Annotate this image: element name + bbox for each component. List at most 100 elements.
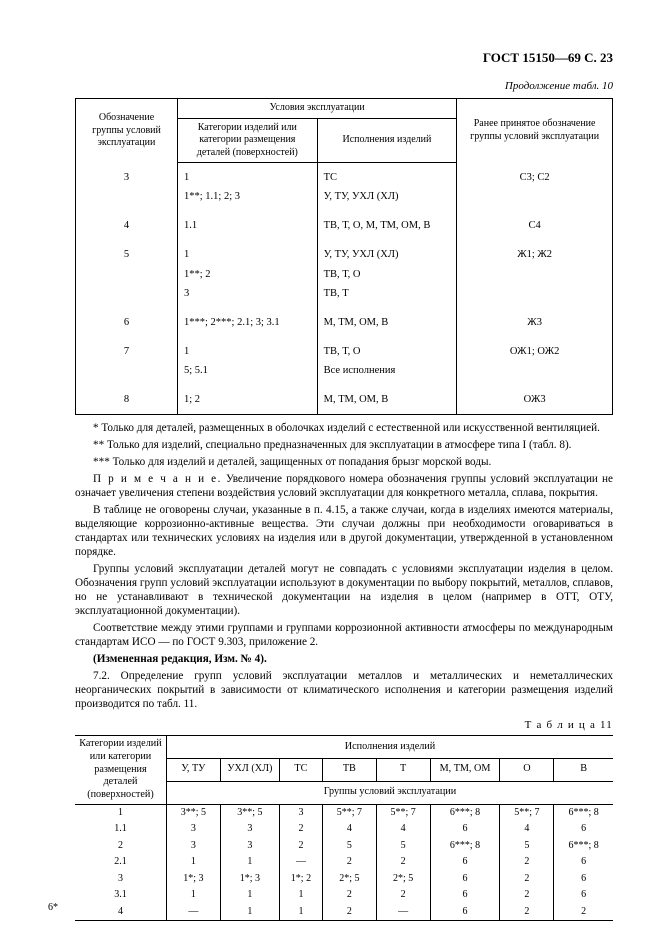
table-cell: 6 (430, 854, 500, 871)
page-header: ГОСТ 15150—69 С. 23 (75, 50, 613, 66)
t11-col-head: УХЛ (ХЛ) (220, 758, 279, 781)
table-cell: 4 (75, 904, 166, 921)
table-cell (457, 187, 613, 211)
table-cell (76, 361, 178, 385)
table-cell: 1 (75, 804, 166, 821)
table-cell: У, ТУ, УХЛ (ХЛ) (317, 240, 457, 264)
table-cell: 2 (500, 871, 554, 888)
table-cell: 3 (220, 821, 279, 838)
t11-h-left: Категории изделий или категории размещен… (75, 736, 166, 805)
table-cell: 2 (322, 904, 376, 921)
table-cell: 1*; 2 (279, 871, 322, 888)
t11-col-head: В (554, 758, 613, 781)
table-cell: ТВ, Т, О (317, 337, 457, 361)
note-prim: П р и м е ч а н и е. Увеличение порядков… (75, 472, 613, 500)
table-cell: ТВ, Т, О (317, 265, 457, 284)
table-cell: 1; 2 (178, 385, 318, 415)
table10-caption: Продолжение табл. 10 (75, 80, 613, 94)
footnote-1: * Только для деталей, размещенных в обол… (75, 421, 613, 435)
table-row: 1**; 2ТВ, Т, О (76, 265, 613, 284)
table-cell: 6***; 8 (430, 838, 500, 855)
table-cell: 1**; 1.1; 2; 3 (178, 187, 318, 211)
table-cell: 3.1 (75, 887, 166, 904)
table-cell: 1 (178, 240, 318, 264)
table-cell (457, 284, 613, 308)
table-cell: 3 (75, 871, 166, 888)
table-cell: М, ТМ, ОМ, В (317, 385, 457, 415)
table-cell: 1 (178, 337, 318, 361)
t10-h-col3: Ранее принятое обозначение группы услови… (457, 99, 613, 163)
table-row: 31*; 31*; 31*; 22*; 52*; 5626 (75, 871, 613, 888)
table-cell: 1**; 2 (178, 265, 318, 284)
table-row: 3ТВ, Т (76, 284, 613, 308)
table-cell: 5**; 7 (376, 804, 430, 821)
table-cell: 6***; 8 (430, 804, 500, 821)
table-cell: 1*; 3 (166, 871, 220, 888)
table-cell: 2 (500, 904, 554, 921)
table-cell: 2*; 5 (376, 871, 430, 888)
table-cell: 1 (178, 163, 318, 188)
table-cell: 5 (76, 240, 178, 264)
para-2: Группы условий эксплуатации деталей могу… (75, 562, 613, 618)
table-cell: 1 (166, 887, 220, 904)
table-cell: 2 (75, 838, 166, 855)
t10-h-col1: Обозначение группы условий эксплуатации (76, 99, 178, 163)
table-cell: 1 (220, 887, 279, 904)
table-cell: 1 (279, 887, 322, 904)
table-11: Категории изделий или категории размещен… (75, 735, 613, 921)
table-cell: 1 (279, 904, 322, 921)
table-cell: ТВ, Т (317, 284, 457, 308)
table-cell: 1 (220, 854, 279, 871)
table-cell: С3; С2 (457, 163, 613, 188)
table-row: 61***; 2***; 2.1; 3; 3.1М, ТМ, ОМ, ВЖ3 (76, 308, 613, 337)
table-row: 81; 2М, ТМ, ОМ, ВОЖ3 (76, 385, 613, 415)
table-cell: 1.1 (75, 821, 166, 838)
table-cell: 1.1 (178, 211, 318, 240)
table-cell: 1***; 2***; 2.1; 3; 3.1 (178, 308, 318, 337)
table-cell (76, 284, 178, 308)
table-cell: 4 (500, 821, 554, 838)
table-cell: 5 (376, 838, 430, 855)
table-cell: 2*; 5 (322, 871, 376, 888)
table-row: 51У, ТУ, УХЛ (ХЛ)Ж1; Ж2 (76, 240, 613, 264)
table-cell: ОЖ1; ОЖ2 (457, 337, 613, 361)
table-cell: 6 (430, 871, 500, 888)
t11-col-head: У, ТУ (166, 758, 220, 781)
table-row: 71ТВ, Т, ООЖ1; ОЖ2 (76, 337, 613, 361)
table-cell: 2 (376, 854, 430, 871)
table-cell: 5 (500, 838, 554, 855)
t10-h-col2a: Категории изделий или категории размещен… (178, 118, 318, 163)
table-cell: 2 (500, 887, 554, 904)
table-cell: Все исполнения (317, 361, 457, 385)
t11-h-isp: Исполнения изделий (166, 736, 613, 759)
para-4: (Измененная редакция, Изм. № 4). (75, 652, 613, 666)
table-cell: 3 (76, 163, 178, 188)
table-cell: 4 (322, 821, 376, 838)
table-cell: 3 (166, 838, 220, 855)
table-cell: 5**; 7 (500, 804, 554, 821)
table-cell: 6 (554, 887, 613, 904)
table-cell: 6***; 8 (554, 838, 613, 855)
table-cell (457, 361, 613, 385)
t11-col-head: Т (376, 758, 430, 781)
table-cell: 6***; 8 (554, 804, 613, 821)
table-cell: 7 (76, 337, 178, 361)
table-cell: 3 (166, 821, 220, 838)
footnote-3: *** Только для изделий и деталей, защище… (75, 455, 613, 469)
table-cell: 6 (430, 821, 500, 838)
t11-col-head: М, ТМ, ОМ (430, 758, 500, 781)
t11-h-grp: Группы условий эксплуатации (166, 781, 613, 804)
table-cell: 4 (76, 211, 178, 240)
table-cell: У, ТУ, УХЛ (ХЛ) (317, 187, 457, 211)
table-row: 1**; 1.1; 2; 3У, ТУ, УХЛ (ХЛ) (76, 187, 613, 211)
t11-col-head: ТВ (322, 758, 376, 781)
table-cell: ОЖ3 (457, 385, 613, 415)
table-row: 1.133244646 (75, 821, 613, 838)
table-row: 2332556***; 856***; 8 (75, 838, 613, 855)
para-3: Соответствие между этими группами и груп… (75, 621, 613, 649)
table-cell: 6 (554, 871, 613, 888)
table-cell: 3 (220, 838, 279, 855)
notes-block: * Только для деталей, размещенных в обол… (75, 421, 613, 711)
table-cell: 1 (166, 854, 220, 871)
table-cell: М, ТМ, ОМ, В (317, 308, 457, 337)
